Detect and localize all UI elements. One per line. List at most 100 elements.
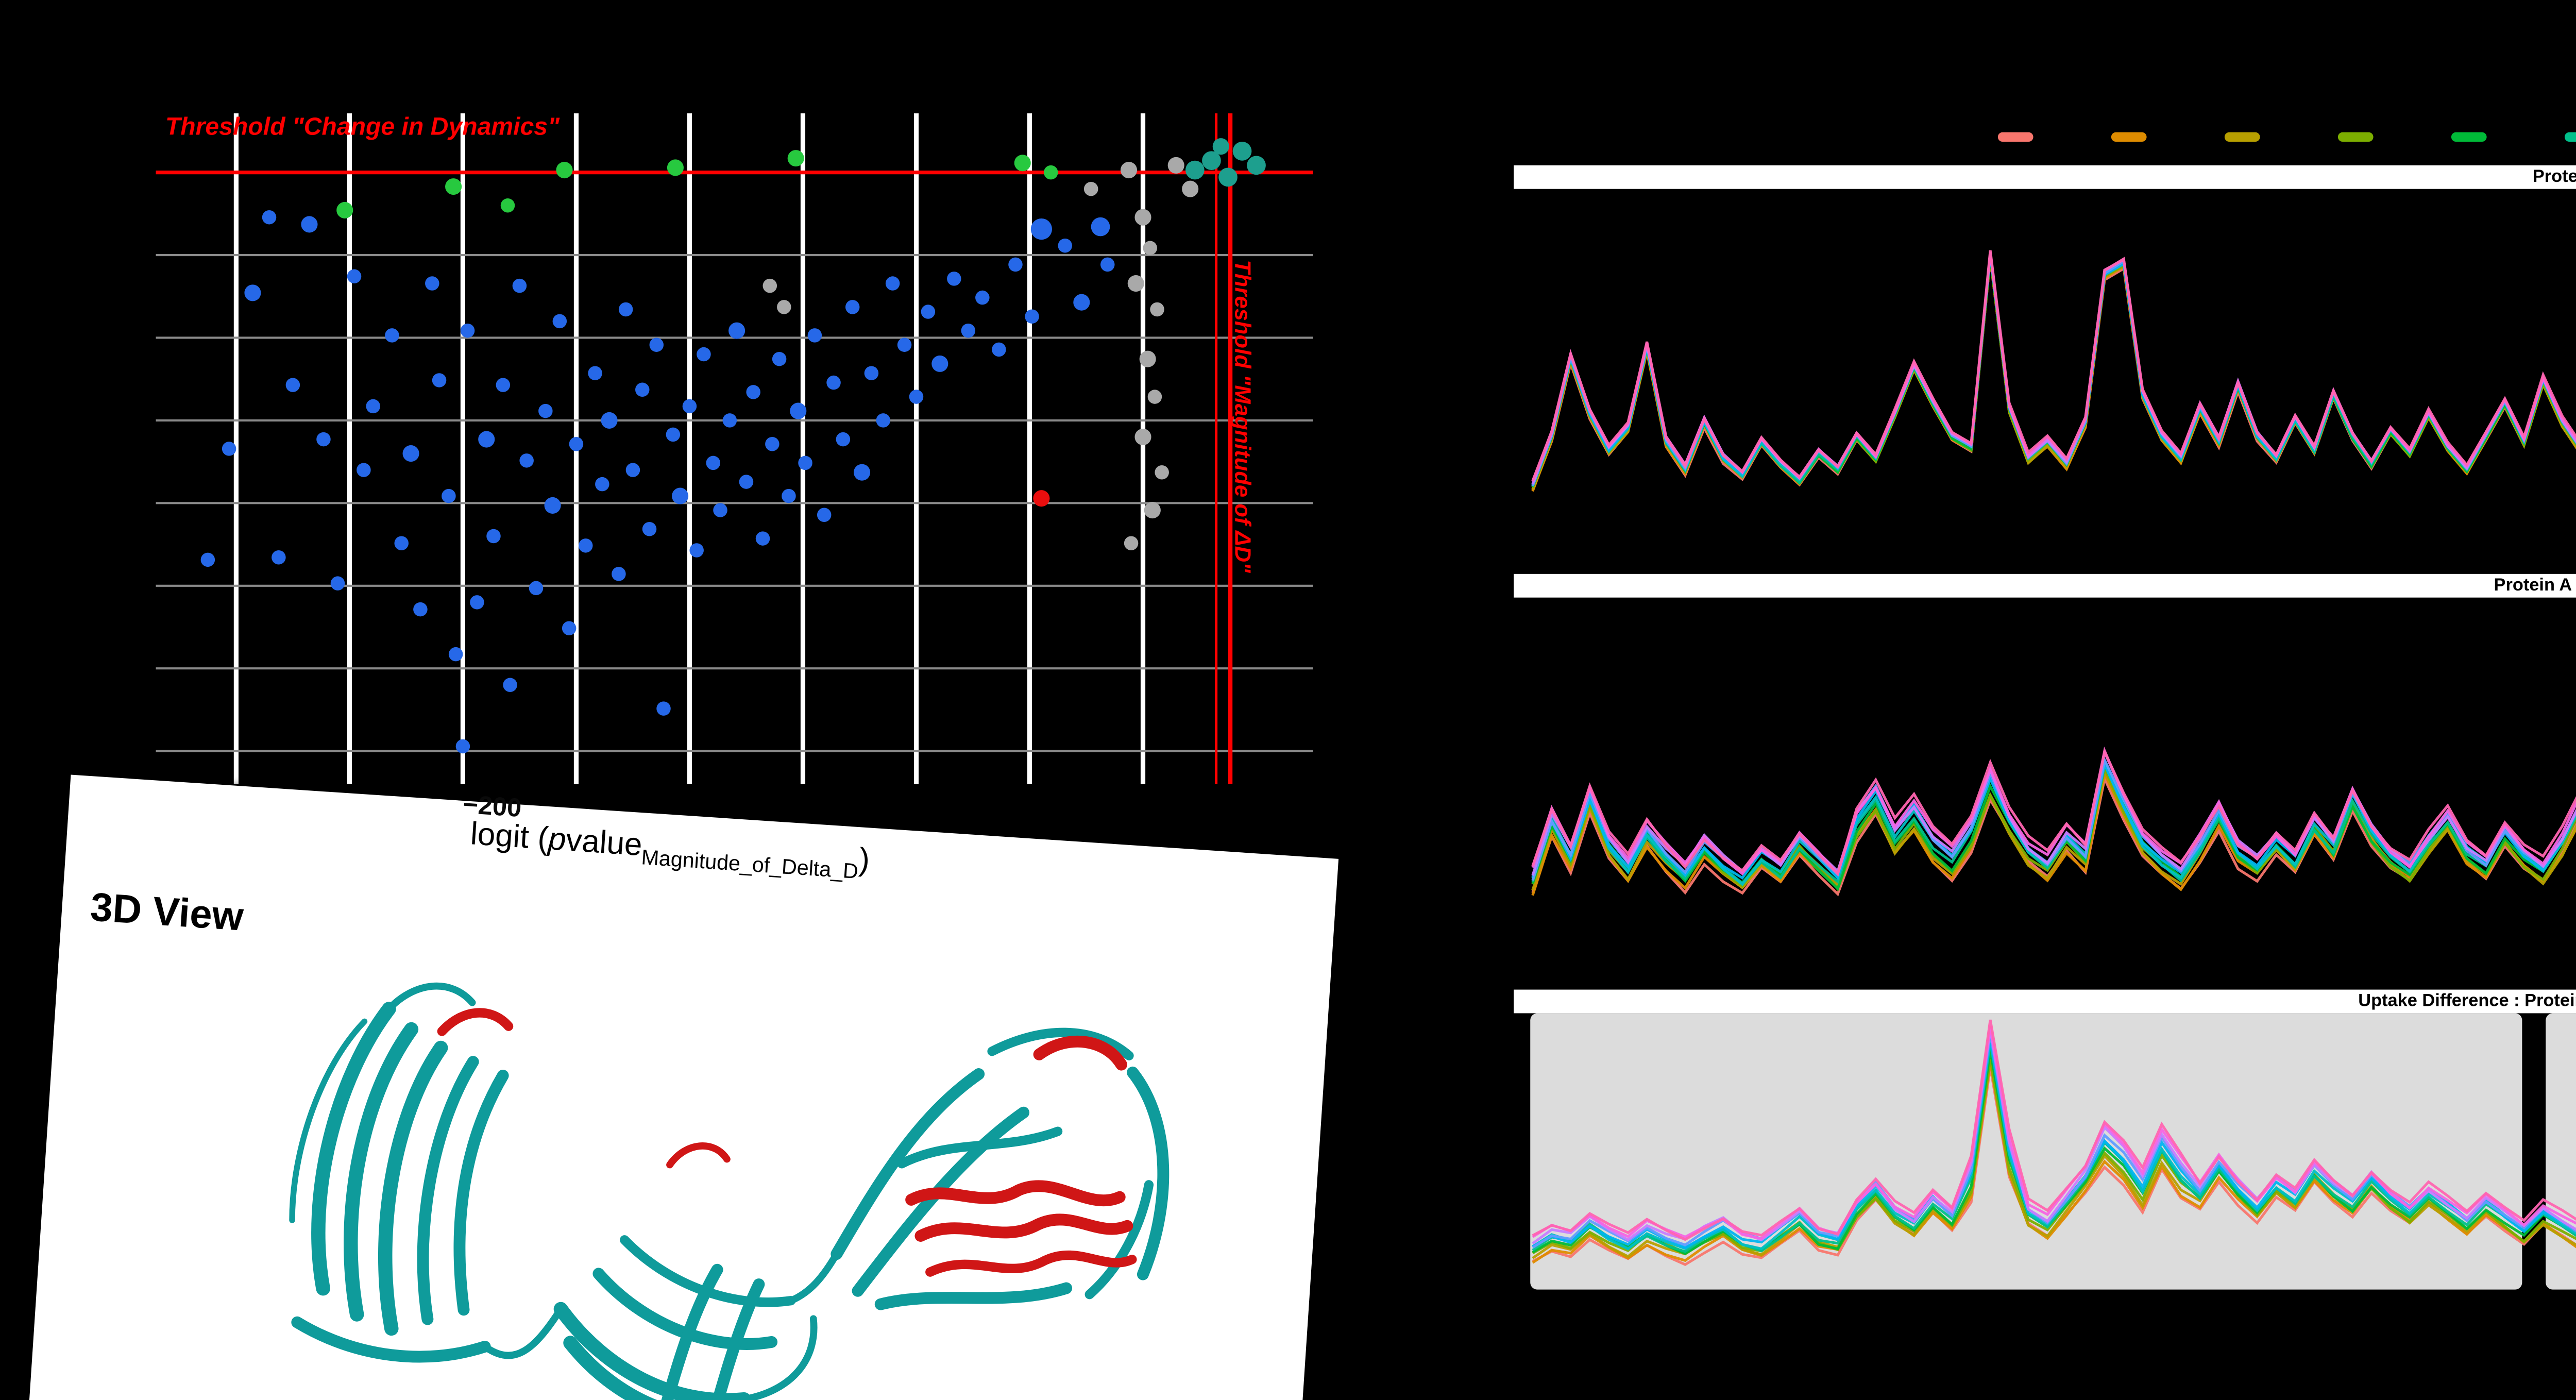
scatter-point-blue[interactable] (713, 503, 727, 517)
scatter-point-gray[interactable] (1139, 350, 1156, 367)
scatter-point-blue[interactable] (931, 355, 948, 372)
scatter-point-gray[interactable] (1083, 181, 1098, 196)
scatter-point-blue[interactable] (826, 375, 841, 390)
scatter-point-blue[interactable] (330, 576, 345, 591)
scatter-point-blue[interactable] (782, 488, 796, 503)
scatter-point-gray[interactable] (1134, 428, 1151, 446)
scatter-point-blue[interactable] (772, 351, 787, 366)
scatter-point-gray[interactable] (1120, 161, 1138, 179)
scatter-point-blue[interactable] (402, 445, 419, 462)
scatter-point-blue[interactable] (394, 536, 409, 551)
scatter-point-blue[interactable] (448, 647, 463, 662)
scatter-point-gray[interactable] (1124, 536, 1139, 551)
legend-dash-2[interactable] (2111, 132, 2147, 141)
scatter-point-teal[interactable] (1185, 160, 1205, 180)
scatter-point-blue[interactable] (425, 276, 439, 291)
scatter-point-blue[interactable] (552, 314, 567, 329)
scatter-point-blue[interactable] (1058, 238, 1072, 253)
scatter-point-blue[interactable] (366, 399, 380, 414)
scatter-point-blue[interactable] (746, 385, 760, 399)
volcano-canvas[interactable] (0, 0, 1417, 898)
scatter-point-blue[interactable] (272, 550, 286, 565)
scatter-point-green[interactable] (500, 198, 515, 213)
scatter-point-blue[interactable] (807, 328, 822, 343)
scatter-point-blue[interactable] (347, 269, 362, 284)
scatter-point-blue[interactable] (562, 621, 577, 636)
scatter-point-blue[interactable] (649, 338, 664, 352)
scatter-point-blue[interactable] (1100, 257, 1115, 272)
scatter-point-blue[interactable] (200, 552, 215, 567)
scatter-point-blue[interactable] (992, 342, 1006, 357)
scatter-point-blue[interactable] (947, 272, 961, 286)
scatter-point-blue[interactable] (798, 456, 812, 470)
scatter-point-blue[interactable] (897, 338, 912, 352)
uptake-line[interactable] (1531, 253, 2576, 487)
scatter-point-blue[interactable] (301, 216, 318, 233)
scatter-point-blue[interactable] (538, 403, 553, 418)
scatter-point-gray[interactable] (1143, 241, 1158, 256)
protein-structure-canvas[interactable] (113, 922, 1278, 1400)
scatter-point-blue[interactable] (478, 431, 495, 448)
scatter-point-blue[interactable] (455, 739, 470, 754)
scatter-point-blue[interactable] (961, 323, 976, 338)
scatter-point-blue[interactable] (864, 366, 879, 380)
uptake-chart-protein-a-ligand[interactable] (1514, 598, 2576, 992)
scatter-point-blue[interactable] (442, 488, 456, 503)
scatter-point-blue[interactable] (316, 432, 331, 447)
scatter-point-blue[interactable] (285, 378, 300, 392)
scatter-point-blue[interactable] (222, 442, 236, 456)
scatter-point-blue[interactable] (728, 322, 745, 339)
scatter-point-blue[interactable] (706, 456, 721, 470)
scatter-point-blue[interactable] (503, 678, 517, 693)
scatter-point-blue[interactable] (529, 581, 544, 596)
uptake-line[interactable] (1532, 1040, 2576, 1251)
scatter-point-blue[interactable] (460, 323, 475, 338)
legend-dash-1[interactable] (1997, 132, 2033, 141)
scatter-point-blue[interactable] (357, 463, 371, 477)
scatter-point-blue[interactable] (975, 290, 990, 305)
scatter-point-blue[interactable] (836, 432, 851, 447)
scatter-point-gray[interactable] (777, 300, 791, 314)
scatter-point-blue[interactable] (612, 567, 626, 581)
scatter-point-blue[interactable] (470, 595, 484, 610)
scatter-point-gray[interactable] (1155, 465, 1169, 480)
scatter-point-gray[interactable] (1150, 302, 1164, 317)
scatter-point-green[interactable] (667, 159, 684, 176)
scatter-point-gray[interactable] (1134, 209, 1151, 226)
uptake-line[interactable] (1531, 213, 2576, 482)
uptake-line[interactable] (1531, 248, 2576, 487)
scatter-point-blue[interactable] (1091, 217, 1110, 237)
scatter-point-blue[interactable] (413, 602, 428, 617)
scatter-point-blue[interactable] (625, 463, 640, 477)
scatter-point-green[interactable] (336, 201, 353, 218)
scatter-point-blue[interactable] (618, 302, 633, 317)
scatter-point-blue[interactable] (854, 464, 871, 481)
uptake-line[interactable] (1531, 681, 2576, 876)
scatter-point-teal[interactable] (1212, 138, 1229, 155)
scatter-point-blue[interactable] (588, 366, 602, 380)
scatter-point-blue[interactable] (817, 508, 832, 522)
scatter-point-blue[interactable] (244, 284, 261, 301)
scatter-point-blue[interactable] (689, 543, 704, 558)
scatter-point-blue[interactable] (512, 278, 527, 293)
scatter-point-teal[interactable] (1232, 142, 1252, 161)
uptake-line[interactable] (1532, 1026, 2576, 1240)
scatter-point-blue[interactable] (635, 382, 650, 397)
scatter-point-blue[interactable] (885, 276, 900, 291)
scatter-point-blue[interactable] (486, 529, 501, 544)
scatter-point-blue[interactable] (496, 378, 511, 392)
scatter-point-blue[interactable] (682, 399, 697, 414)
legend-dash-6[interactable] (2564, 132, 2576, 141)
scatter-point-gray[interactable] (1182, 180, 1199, 197)
legend-dash-4[interactable] (2337, 132, 2374, 141)
legend-dash-3[interactable] (2224, 132, 2260, 141)
scatter-point-blue[interactable] (697, 347, 711, 362)
scatter-point-blue[interactable] (579, 538, 593, 553)
scatter-point-blue[interactable] (722, 413, 737, 428)
legend-dash-5[interactable] (2451, 132, 2487, 141)
scatter-point-blue[interactable] (876, 413, 891, 428)
scatter-point-blue[interactable] (739, 475, 754, 489)
uptake-line[interactable] (1531, 672, 2576, 876)
scatter-point-teal[interactable] (1218, 167, 1238, 187)
scatter-point-blue[interactable] (845, 300, 860, 314)
